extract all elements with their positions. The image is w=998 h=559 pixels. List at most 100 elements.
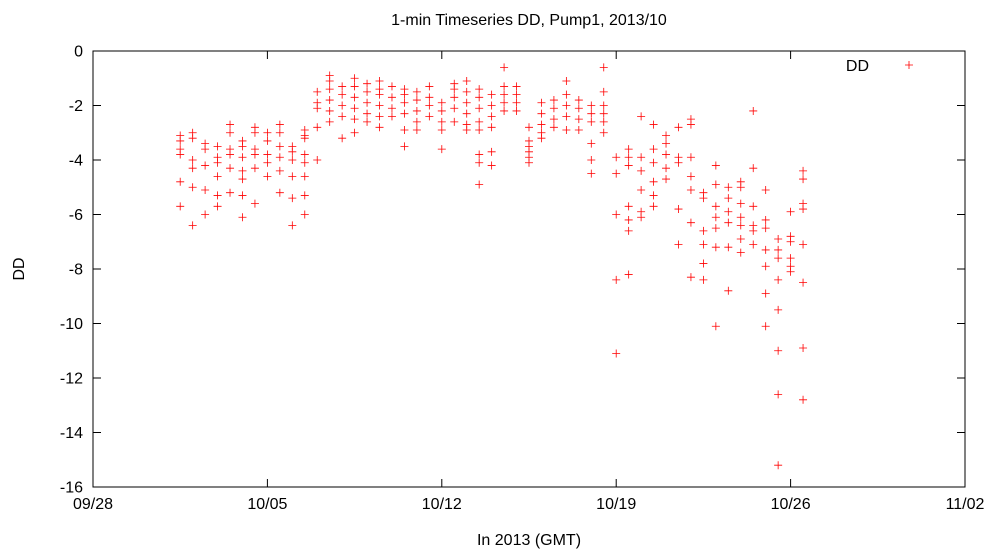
data-point (774, 275, 783, 284)
data-point (475, 158, 484, 167)
data-point (799, 205, 808, 214)
data-point (387, 93, 396, 102)
data-point (462, 76, 471, 85)
data-point (201, 210, 210, 219)
data-point (599, 101, 608, 110)
data-point (599, 128, 608, 137)
y-tick-label: 0 (74, 44, 83, 61)
data-point (338, 90, 347, 99)
data-point (699, 226, 708, 235)
data-point (774, 254, 783, 263)
data-point (624, 161, 633, 170)
data-point (226, 188, 235, 197)
data-point (674, 205, 683, 214)
data-point (662, 139, 671, 148)
data-point (288, 172, 297, 181)
y-axis-label: DD (11, 257, 28, 280)
data-point (711, 202, 720, 211)
x-tick-label: 11/02 (946, 496, 985, 513)
data-point (188, 183, 197, 192)
x-axis-label: In 2013 (GMT) (477, 532, 581, 549)
data-point (238, 142, 247, 151)
data-point (238, 213, 247, 222)
data-point (774, 245, 783, 254)
data-point (637, 213, 646, 222)
x-tick-label: 10/12 (422, 496, 462, 513)
data-point (313, 104, 322, 113)
data-point (537, 120, 546, 129)
data-point (587, 156, 596, 164)
data-point (437, 145, 446, 154)
data-point (537, 134, 546, 143)
data-point (525, 158, 533, 167)
data-point (711, 213, 720, 222)
data-point (487, 147, 496, 156)
data-point (213, 191, 222, 200)
y-tick-label: -2 (69, 98, 83, 115)
data-point (188, 164, 197, 173)
data-point (574, 104, 583, 113)
data-point (338, 101, 347, 110)
data-point (176, 202, 185, 211)
data-point (300, 191, 309, 200)
data-point (649, 158, 658, 167)
data-point (437, 117, 446, 126)
data-point (699, 194, 708, 203)
data-point (512, 90, 521, 99)
plot-frame (92, 50, 966, 488)
data-point (649, 120, 658, 129)
data-point (450, 85, 459, 94)
data-point (711, 180, 720, 189)
data-point (761, 224, 770, 233)
data-point (674, 123, 683, 132)
data-point (500, 63, 509, 72)
data-point (711, 161, 720, 170)
data-point (649, 145, 658, 154)
data-point (549, 96, 558, 105)
x-axis: 09/28 10/05 10/12 10/19 10/26 11/02 (73, 51, 985, 513)
data-point (313, 87, 322, 96)
data-point (637, 166, 646, 175)
data-point (749, 106, 758, 115)
data-point (387, 104, 396, 113)
data-point (412, 106, 421, 115)
data-point (437, 106, 446, 115)
data-point (338, 82, 347, 91)
data-point (475, 93, 484, 102)
data-point (711, 224, 720, 233)
data-point (375, 76, 384, 85)
data-point (475, 126, 484, 135)
data-point (176, 150, 185, 159)
data-point (786, 254, 795, 263)
data-point (188, 221, 197, 230)
data-point (387, 82, 396, 91)
data-point (799, 344, 808, 353)
data-point (226, 128, 235, 137)
data-point (637, 153, 646, 162)
data-point (774, 346, 783, 355)
data-point (238, 191, 247, 200)
data-point (612, 275, 621, 284)
data-point (574, 115, 583, 124)
data-point (774, 390, 783, 399)
data-point (338, 134, 347, 143)
data-point (749, 240, 758, 249)
data-point (288, 156, 297, 164)
data-point (525, 123, 533, 132)
data-point (400, 126, 409, 135)
y-axis: 0 -2 -4 -6 -8 -10 -12 -14 -16 (60, 44, 965, 497)
data-point (736, 199, 745, 208)
data-point (761, 185, 770, 194)
data-point (325, 117, 334, 126)
data-point (400, 90, 409, 99)
x-tick-label: 09/28 (73, 496, 113, 513)
data-point (275, 188, 284, 197)
data-point (699, 275, 708, 284)
chart-title: 1-min Timeseries DD, Pump1, 2013/10 (391, 12, 667, 29)
data-point (662, 164, 671, 173)
data-point (201, 185, 210, 194)
data-point (724, 218, 733, 227)
data-point (724, 183, 733, 192)
data-point (250, 164, 259, 173)
